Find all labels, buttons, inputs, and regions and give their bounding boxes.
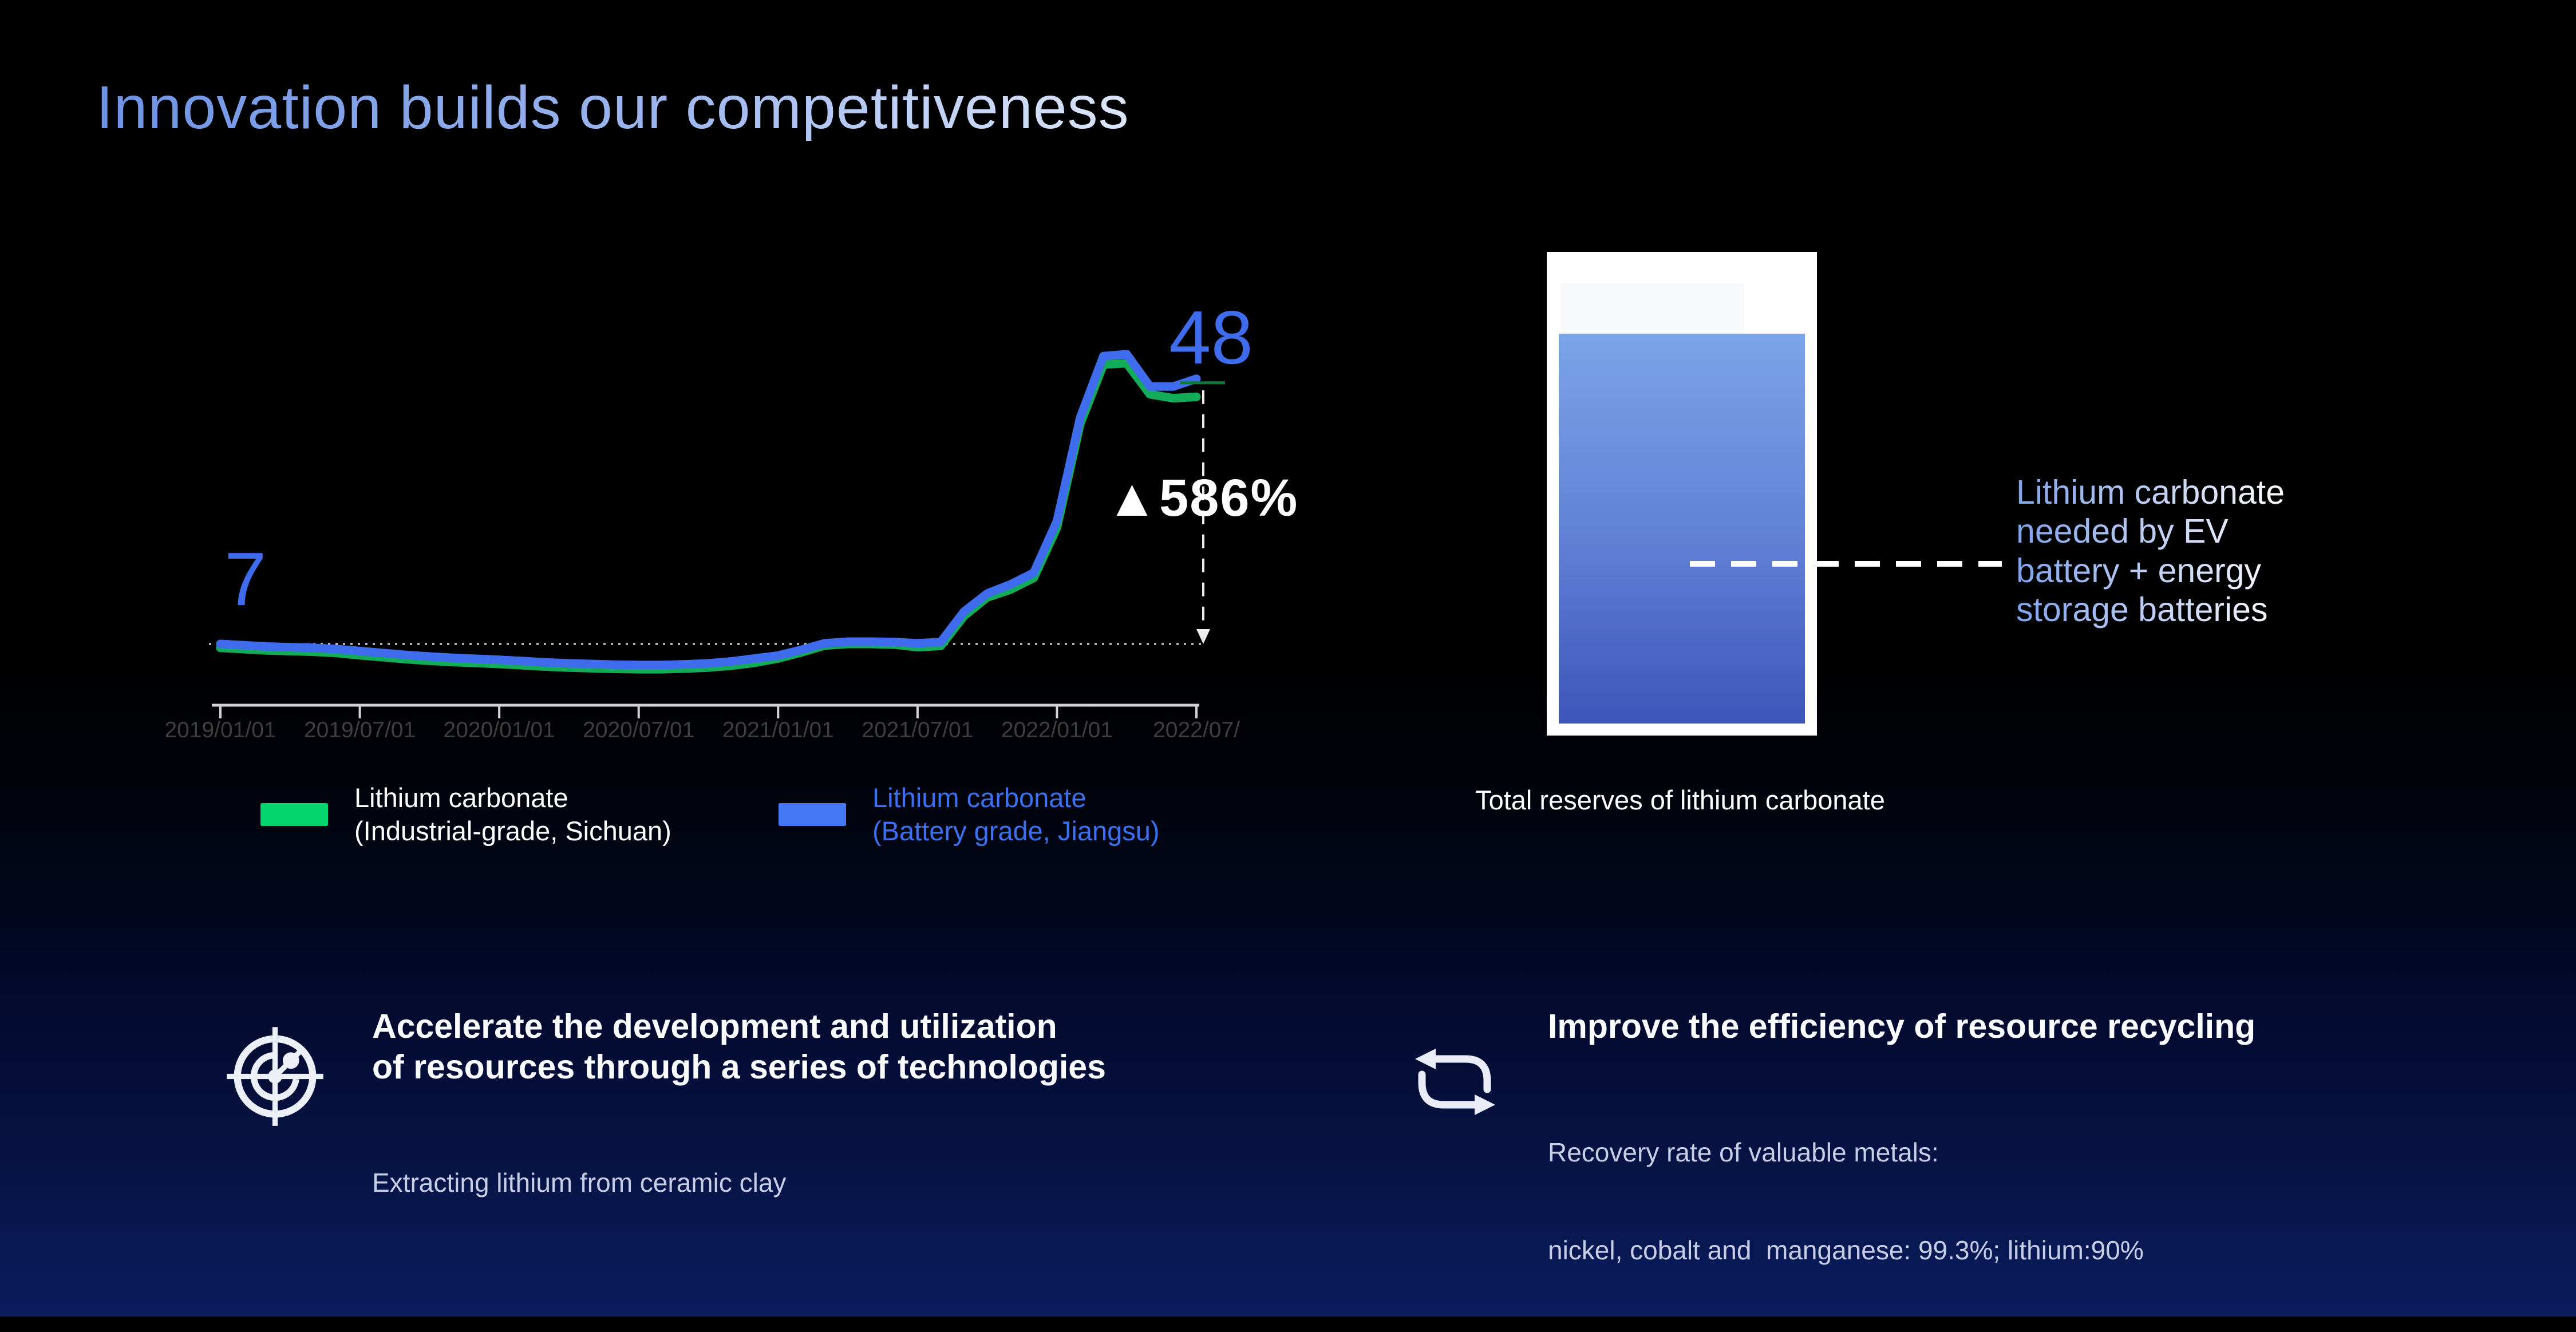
reserves-caption: Total reserves of lithium carbonate [1475, 785, 1885, 815]
legend-label-industrial: Lithium carbonate (Industrial-grade, Sic… [354, 781, 671, 848]
legend-item-battery: Lithium carbonate (Battery grade, Jiangs… [779, 781, 1160, 848]
x-axis-tick-label: 2020/01/01 [444, 718, 555, 742]
x-axis-tick-label: 2019/07/01 [304, 718, 416, 742]
feature-subtitle-line: Recovery rate of valuable metals: [1548, 1137, 1939, 1167]
legend-swatch-green [260, 803, 328, 826]
feature-development: Accelerate the development and utilizati… [372, 1006, 1106, 1330]
radar-target-icon [227, 1027, 323, 1126]
radar-center-dot [268, 1069, 282, 1084]
legend-label-battery: Lithium carbonate (Battery grade, Jiangs… [872, 781, 1160, 848]
reserves-needed-label-line: Lithium carbonate [2016, 473, 2285, 511]
recycle-loop-icon [1415, 1049, 1495, 1115]
legend-label-line: Lithium carbonate [872, 782, 1086, 813]
chart-end-value-label: 48 [1169, 295, 1253, 380]
price-line-chart: 2019/01/01 2019/07/01 2020/01/01 2020/07/01… [166, 350, 1240, 742]
legend-label-line: (Industrial-grade, Sichuan) [354, 815, 671, 846]
x-axis-tick-label: 2021/07/01 [862, 718, 973, 742]
legend-label-line: (Battery grade, Jiangsu) [872, 815, 1160, 846]
reserves-leader-dashed-line [1690, 561, 2002, 567]
page-title: Innovation builds our competitiveness [96, 74, 1129, 141]
reserves-needed-label-line: storage batteries [2016, 591, 2268, 629]
reserves-needed-label: Lithium carbonate needed by EV battery +… [2016, 473, 2285, 630]
recycle-arrowhead-right [1475, 1094, 1495, 1115]
feature-title-line: of resources through a series of technol… [372, 1048, 1106, 1086]
x-axis-tick-label: 2019/01/01 [166, 718, 276, 742]
feature-title-line: Accelerate the development and utilizati… [372, 1007, 1057, 1045]
reserves-bar-fill [1559, 334, 1805, 724]
x-axis-tick-label: 2022/07/ [1153, 718, 1240, 742]
feature-subtitle-line: nickel, cobalt and manganese: 99.3%; lit… [1548, 1235, 2144, 1265]
series-line-battery [216, 350, 1201, 670]
feature-subtitle-line: Extracting lithium from ceramic clay [372, 1167, 787, 1197]
x-axis-tick-label: 2020/07/01 [583, 718, 694, 742]
feature-subtitle: Extracting lithium from ceramic clay [372, 1101, 1106, 1330]
series-line-industrial [216, 359, 1201, 674]
recycle-arrowhead-left [1415, 1049, 1436, 1069]
reserves-needed-label-line: needed by EV [2016, 512, 2229, 551]
reserves-needed-label-line: battery + energy [2016, 551, 2262, 590]
chart-start-value-label: 7 [224, 537, 267, 621]
reserves-bar-container [1547, 252, 1817, 736]
legend-label-line: Lithium carbonate [354, 782, 568, 813]
x-axis-tick-label: 2021/01/01 [722, 718, 834, 742]
x-axis-tick-label: 2022/01/01 [1001, 718, 1113, 742]
legend-swatch-blue [779, 803, 846, 826]
feature-title-line: Improve the efficiency of resource recyc… [1548, 1007, 2256, 1045]
chart-change-annotation: ▲586% [1106, 469, 1299, 527]
feature-subtitle: Recovery rate of valuable metals: nickel… [1548, 1071, 2255, 1332]
change-drop-arrowhead [1196, 629, 1210, 644]
legend-item-industrial: Lithium carbonate (Industrial-grade, Sic… [260, 781, 671, 848]
radar-blip-dot [282, 1052, 299, 1069]
feature-recycling: Improve the efficiency of resource recyc… [1548, 1006, 2255, 1332]
